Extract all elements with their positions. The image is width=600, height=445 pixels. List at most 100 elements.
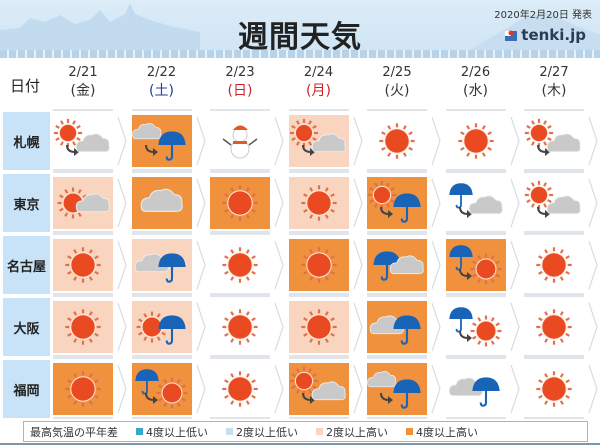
forecast-cell[interactable] <box>288 115 349 167</box>
forecast-cell[interactable] <box>288 239 349 291</box>
forecast-cell[interactable] <box>288 363 349 415</box>
cell-divider <box>367 169 427 171</box>
arrow-icon <box>537 206 550 218</box>
day-weekday: (日) <box>227 83 253 99</box>
sun-then-cloud-icon <box>524 180 581 218</box>
arrow-icon <box>458 330 472 342</box>
sun-icon <box>300 185 337 221</box>
legend-swatch <box>136 428 143 435</box>
forecast-cell[interactable] <box>288 301 349 353</box>
chevron-right-icon <box>588 178 598 228</box>
chevron-right-icon <box>431 302 441 352</box>
cell-divider <box>445 231 506 233</box>
forecast-cell[interactable] <box>524 239 584 291</box>
forecast-cell[interactable] <box>53 177 113 229</box>
chevron-right-icon <box>352 178 363 228</box>
sun-icon <box>222 185 258 221</box>
sun-with-rain-icon <box>136 311 186 345</box>
umbrella-icon <box>373 251 401 281</box>
cloud-with-rain-icon <box>448 377 500 407</box>
arrow-icon <box>144 144 158 156</box>
chevron-right-icon <box>195 116 206 166</box>
forecast-cell[interactable] <box>445 177 506 229</box>
cell-divider <box>53 169 113 171</box>
forecast-cell[interactable] <box>367 363 427 415</box>
forecast-cell[interactable] <box>53 115 113 167</box>
city-name: 大阪 <box>3 298 50 356</box>
sun-icon <box>57 187 89 219</box>
cell-divider <box>367 231 427 233</box>
forecast-cell[interactable] <box>210 363 270 415</box>
forecast-cell[interactable] <box>131 363 192 415</box>
forecast-cell[interactable] <box>53 363 113 415</box>
forecast-cell[interactable] <box>288 177 349 229</box>
cell-divider <box>288 357 349 359</box>
cell-divider <box>53 295 113 297</box>
forecast-cell[interactable] <box>210 301 270 353</box>
forecast-cell[interactable] <box>53 239 113 291</box>
published-date: 2020年2月20日 発表 <box>494 10 592 21</box>
snow-icon <box>222 125 258 159</box>
cell-divider <box>524 109 584 111</box>
umbrella-icon <box>157 131 186 161</box>
cell-divider <box>210 233 270 235</box>
cell-divider <box>288 295 349 297</box>
sun-icon <box>300 309 337 345</box>
forecast-cell[interactable] <box>445 363 506 415</box>
cell-divider <box>210 293 270 295</box>
forecast-cell[interactable] <box>367 301 427 353</box>
forecast-cell[interactable] <box>524 363 584 415</box>
arrow-icon <box>458 206 472 218</box>
forecast-cell[interactable] <box>524 301 584 353</box>
sun-then-rain-icon <box>367 180 421 223</box>
forecast-cell[interactable] <box>524 115 584 167</box>
sun-icon <box>457 123 494 159</box>
cell-divider <box>53 293 113 295</box>
day-date: 2/23 <box>225 65 255 80</box>
forecast-cell[interactable] <box>445 115 506 167</box>
cell-divider <box>445 417 506 419</box>
rain-then-sun-icon <box>448 307 501 347</box>
forecast-cell[interactable] <box>210 177 270 229</box>
chevron-right-icon <box>588 302 598 352</box>
chevron-right-icon <box>117 178 127 228</box>
sun-icon <box>470 253 501 285</box>
cell-divider <box>53 417 113 419</box>
forecast-cell[interactable] <box>367 177 427 229</box>
legend-label: 4度以上低い <box>146 425 208 439</box>
legend: 最高気温の平年差 4度以上低い 2度以上低い 2度以上高い 4度以上高い <box>23 421 588 442</box>
chevron-right-icon <box>195 364 206 414</box>
tenki-logo[interactable]: tenki.jp <box>504 26 586 44</box>
city-name: 福岡 <box>3 360 50 418</box>
sun-icon <box>536 247 572 283</box>
forecast-cell[interactable] <box>445 301 506 353</box>
forecast-cell[interactable] <box>524 177 584 229</box>
forecast-cell[interactable] <box>367 239 427 291</box>
forecast-cell[interactable] <box>53 301 113 353</box>
cell-divider <box>210 355 270 357</box>
forecast-cell[interactable] <box>131 177 192 229</box>
forecast-cell[interactable] <box>367 115 427 167</box>
forecast-cell[interactable] <box>445 239 506 291</box>
cell-divider <box>445 171 506 173</box>
chevron-right-icon <box>352 364 363 414</box>
forecast-cell[interactable] <box>131 115 192 167</box>
chevron-right-icon <box>117 302 127 352</box>
sun-icon <box>524 118 554 148</box>
sun-icon <box>536 371 572 407</box>
sun-icon <box>300 185 337 221</box>
chevron-right-icon <box>509 240 520 290</box>
cell-divider <box>367 109 427 111</box>
sun-icon <box>53 118 83 148</box>
legend-item-high2: 2度以上高い <box>316 424 388 440</box>
cell-divider <box>288 355 349 357</box>
forecast-cell[interactable] <box>210 115 270 167</box>
sun-then-cloud-icon <box>289 366 346 404</box>
cell-divider <box>53 233 113 235</box>
day-weekday: (土) <box>149 83 174 99</box>
cloud-then-rain-icon <box>131 123 186 161</box>
chevron-right-icon <box>117 364 127 414</box>
forecast-cell[interactable] <box>210 239 270 291</box>
forecast-cell[interactable] <box>131 239 192 291</box>
forecast-cell[interactable] <box>131 301 192 353</box>
